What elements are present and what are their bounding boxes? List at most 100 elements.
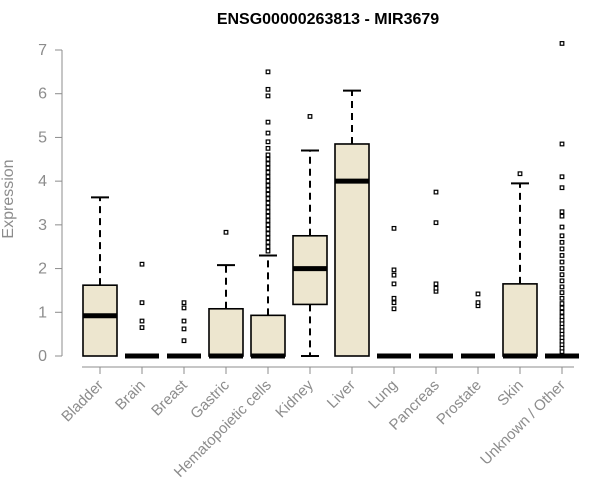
box-11: [502, 171, 538, 359]
outlier-point: [265, 209, 271, 215]
x-tick-label: Kidney: [272, 376, 317, 421]
x-tick-label: Breast: [148, 376, 191, 419]
outlier-point: [559, 305, 565, 311]
outlier-point: [181, 318, 187, 324]
box-2: [125, 261, 159, 359]
outlier-point: [559, 185, 565, 191]
outlier-point: [559, 41, 565, 46]
y-tick-label: 1: [38, 304, 47, 321]
box-5: [250, 69, 286, 359]
x-tick-label: Lung: [365, 377, 401, 413]
outlier-point: [181, 305, 187, 311]
outlier-point: [181, 326, 187, 332]
outlier-point: [265, 156, 271, 162]
boxes-group: [82, 41, 579, 359]
chart-title: ENSG00000263813 - MIR3679: [217, 11, 439, 28]
outlier-point: [475, 300, 481, 306]
outlier-point: [139, 261, 145, 267]
outlier-point: [559, 295, 565, 301]
y-tick-label: 0: [38, 348, 47, 365]
outlier-point: [559, 259, 565, 265]
outlier-point: [265, 231, 271, 237]
outlier-point: [265, 86, 271, 92]
outlier-point: [559, 174, 565, 180]
outlier-point: [139, 318, 145, 324]
outlier-point: [265, 161, 271, 167]
y-axis-label: Expression: [0, 159, 17, 238]
outlier-point: [265, 218, 271, 223]
outlier-point: [433, 189, 439, 195]
outlier-point: [559, 246, 565, 252]
box-body: [82, 284, 118, 357]
outlier-point: [391, 295, 397, 301]
outlier-point: [265, 165, 271, 171]
outlier-point: [559, 213, 565, 219]
box-8: [377, 225, 411, 359]
outlier-point: [433, 281, 439, 287]
y-tick-label: 7: [38, 42, 47, 59]
outlier-point: [391, 225, 397, 231]
box-12: [545, 41, 579, 359]
x-tick-label: Skin: [494, 377, 527, 410]
outlier-point: [265, 213, 271, 219]
outlier-point: [139, 325, 145, 330]
outlier-point: [265, 244, 271, 250]
outlier-point: [223, 229, 229, 235]
outlier-point: [307, 114, 313, 119]
outlier-point: [517, 171, 523, 177]
outlier-point: [391, 306, 397, 312]
outlier-point: [559, 224, 565, 230]
y-axis-ticks: 0 1 2 3 4 5 6 7: [38, 42, 62, 365]
x-tick-label: Brain: [112, 377, 149, 414]
outlier-point: [265, 170, 271, 175]
outlier-point: [559, 314, 565, 320]
outlier-point: [559, 209, 565, 215]
x-tick-label: Liver: [324, 377, 359, 412]
outlier-point: [181, 300, 187, 306]
box-6: [292, 114, 328, 357]
outlier-point: [265, 119, 271, 125]
outlier-point: [391, 281, 397, 287]
outlier-point: [559, 301, 565, 306]
outlier-point: [265, 204, 271, 210]
box-10: [461, 291, 495, 359]
outlier-point: [559, 290, 565, 296]
outlier-point: [265, 93, 271, 99]
outlier-point: [265, 139, 271, 145]
outlier-point: [265, 200, 271, 206]
outlier-point: [265, 183, 271, 188]
box-3: [167, 300, 201, 359]
outlier-point: [391, 267, 397, 273]
box-body: [208, 307, 244, 357]
outlier-point: [265, 187, 271, 193]
outlier-point: [559, 239, 565, 245]
outlier-point: [265, 145, 271, 151]
y-tick-label: 2: [38, 261, 47, 278]
outlier-point: [559, 284, 565, 290]
outlier-point: [391, 272, 397, 278]
outlier-point: [139, 300, 145, 306]
outlier-point: [265, 191, 271, 197]
box-body: [334, 143, 370, 357]
outlier-point: [181, 338, 187, 344]
y-tick-label: 3: [38, 217, 47, 234]
outlier-point: [559, 309, 565, 315]
outlier-point: [265, 69, 271, 75]
outlier-point: [265, 239, 271, 245]
y-tick-label: 6: [38, 86, 47, 103]
outlier-point: [391, 300, 397, 306]
y-tick-label: 5: [38, 129, 47, 146]
x-tick-label: Bladder: [58, 377, 107, 426]
outlier-point: [559, 278, 565, 284]
box-1: [82, 196, 118, 357]
outlier-point: [265, 196, 271, 202]
outlier-point: [265, 174, 271, 180]
x-tick-label: Prostate: [433, 377, 485, 429]
outlier-point: [559, 272, 565, 278]
box-body: [502, 283, 538, 357]
outlier-point: [559, 233, 565, 239]
box-7: [334, 89, 370, 357]
